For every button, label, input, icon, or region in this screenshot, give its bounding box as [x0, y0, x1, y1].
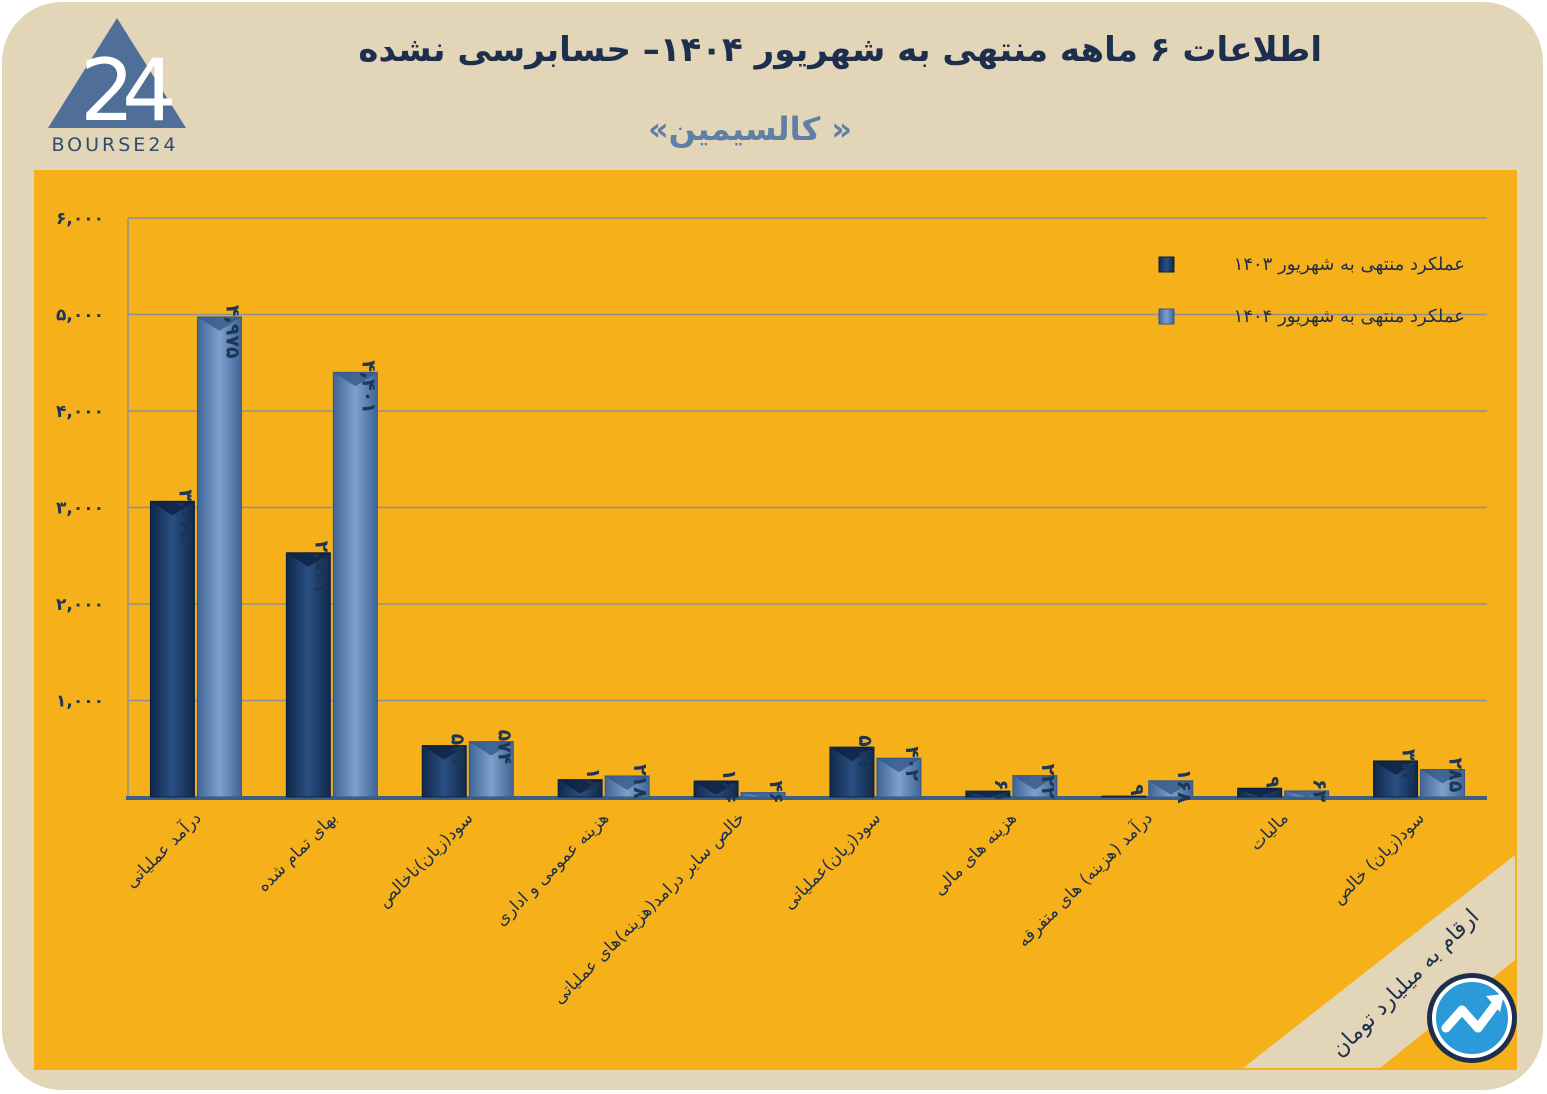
data-label: ۹ [1126, 784, 1148, 796]
svg-text:4: 4 [122, 41, 177, 141]
y-tick-label: ۴,۰۰۰ [56, 402, 104, 422]
bar-1404 [196, 316, 242, 798]
data-label: ۵۳۳ [446, 734, 468, 769]
legend-entry: عملکرد منتهی به شهریور ۱۴۰۳ [1234, 254, 1465, 275]
bar-1404 [604, 775, 650, 798]
data-label: ۹۱ [1262, 776, 1284, 799]
data-label: ۵۷۴ [493, 730, 515, 765]
bar-1404 [1284, 790, 1330, 798]
x-axis [126, 796, 1487, 800]
bar-1403 [1101, 795, 1147, 798]
bar-1404 [876, 757, 922, 798]
bar-1403 [693, 780, 739, 798]
bar-1403 [829, 746, 875, 798]
bar-1403 [421, 745, 467, 798]
bar-1404 [740, 792, 786, 798]
category-label: هزینه های مالی [930, 808, 1021, 899]
data-label: ۱۸۰ [582, 768, 604, 803]
category-label: درآمد (هزینه) های متفرقه [1012, 807, 1156, 951]
bar-1404 [1420, 768, 1466, 798]
category-label: سود(زیان) خالص [1328, 808, 1428, 908]
data-label: ۴,۴۰۱ [357, 360, 379, 414]
data-label: ۱۶۶ [718, 769, 740, 804]
data-label: ۶۱ [990, 779, 1012, 802]
category-label: سود(زیان)ناخالص [374, 808, 477, 911]
data-label: ۴۰۲ [901, 746, 923, 781]
bar-1404 [1012, 775, 1058, 798]
data-label: ۴,۹۷۵ [221, 305, 243, 359]
data-label: ۶۳ [1309, 779, 1331, 803]
bar-1403 [1373, 760, 1419, 798]
data-label: ۲۱۸ [629, 764, 651, 799]
data-label: ۳,۰۶۴ [174, 489, 196, 543]
y-tick-label: ۵,۰۰۰ [56, 306, 104, 326]
data-label: ۵۱۷ [854, 735, 876, 770]
legend-swatch [1158, 256, 1175, 273]
data-label: ۱۶۸ [1173, 769, 1195, 804]
chart-panel [34, 170, 1517, 1070]
category-label: مالیات [1246, 808, 1293, 855]
bar-1403 [149, 500, 195, 798]
bar-1404 [1148, 780, 1194, 798]
data-label: ۲,۵۳۱ [310, 541, 332, 595]
y-tick-label: ۲,۰۰۰ [56, 595, 104, 615]
page-title: اطلاعات ۶ ماهه منتهی به شهریور ۱۴۰۴– حسا… [358, 30, 1322, 70]
bar-1403 [965, 790, 1011, 798]
data-label: ۴۶ [765, 781, 787, 804]
category-label: هزینه عمومی و اداری [491, 808, 613, 930]
company-name: « کالسیمین» [647, 110, 852, 148]
bar-1404 [332, 371, 378, 798]
logo-text: BOURSE24 [51, 134, 179, 156]
y-tick-label: ۳,۰۰۰ [56, 499, 104, 519]
legend-entry: عملکرد منتهی به شهریور ۱۴۰۴ [1234, 306, 1465, 327]
category-label: بهای تمام شده [254, 808, 342, 896]
category-label: سود(زیان)عملیاتی [779, 808, 885, 914]
bar-1404 [468, 741, 514, 798]
category-label: درآمد عملیاتی [120, 807, 205, 892]
bar-1403 [1237, 787, 1283, 798]
svg-text:2: 2 [80, 41, 135, 141]
data-label: ۳۷۴ [1398, 749, 1420, 784]
trend-arrow-icon [1427, 973, 1517, 1063]
data-label: ۲۲۲ [1037, 764, 1059, 799]
data-label: ۲۸۵ [1445, 757, 1467, 792]
legend-swatch [1158, 308, 1175, 325]
bourse24-logo-icon: 2 4 [48, 18, 186, 141]
y-tick-label: ۶,۰۰۰ [56, 209, 104, 229]
y-tick-label: ۱,۰۰۰ [56, 692, 104, 712]
bar-1403 [557, 779, 603, 798]
bar-1403 [285, 552, 331, 798]
